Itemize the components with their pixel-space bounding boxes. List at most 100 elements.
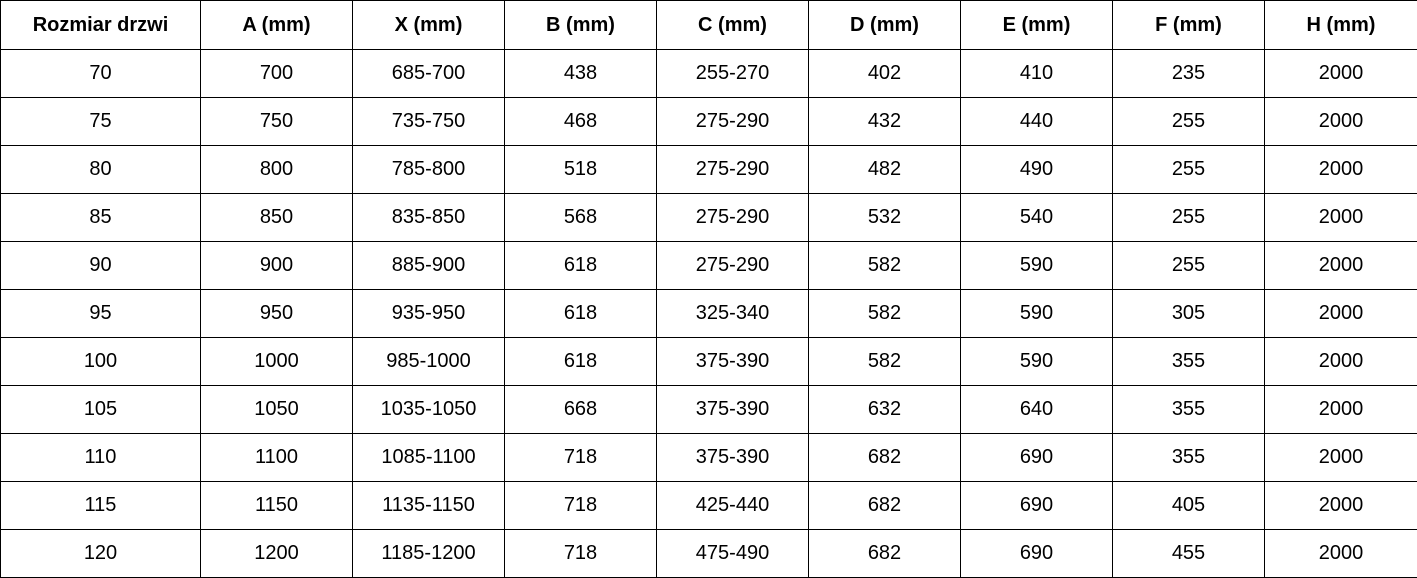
column-header: X (mm) <box>353 1 505 50</box>
table-cell: 1035-1050 <box>353 386 505 434</box>
table-cell: 632 <box>809 386 961 434</box>
table-cell: 950 <box>201 290 353 338</box>
table-cell: 618 <box>505 338 657 386</box>
table-cell: 590 <box>961 290 1113 338</box>
table-cell: 718 <box>505 434 657 482</box>
table-cell: 2000 <box>1265 338 1417 386</box>
table-cell: 440 <box>961 98 1113 146</box>
table-cell: 80 <box>1 146 201 194</box>
table-cell: 1100 <box>201 434 353 482</box>
table-cell: 375-390 <box>657 434 809 482</box>
table-cell: 1200 <box>201 530 353 578</box>
table-cell: 582 <box>809 338 961 386</box>
table-cell: 255 <box>1113 242 1265 290</box>
column-header: A (mm) <box>201 1 353 50</box>
column-header: H (mm) <box>1265 1 1417 50</box>
table-cell: 468 <box>505 98 657 146</box>
table-cell: 640 <box>961 386 1113 434</box>
table-cell: 2000 <box>1265 386 1417 434</box>
table-cell: 95 <box>1 290 201 338</box>
table-cell: 682 <box>809 434 961 482</box>
table-cell: 490 <box>961 146 1113 194</box>
table-cell: 682 <box>809 530 961 578</box>
table-cell: 275-290 <box>657 146 809 194</box>
table-cell: 685-700 <box>353 50 505 98</box>
table-cell: 482 <box>809 146 961 194</box>
table-cell: 690 <box>961 434 1113 482</box>
column-header: F (mm) <box>1113 1 1265 50</box>
table-cell: 1185-1200 <box>353 530 505 578</box>
table-cell: 438 <box>505 50 657 98</box>
table-cell: 850 <box>201 194 353 242</box>
table-cell: 275-290 <box>657 98 809 146</box>
column-header: E (mm) <box>961 1 1113 50</box>
table-cell: 425-440 <box>657 482 809 530</box>
table-cell: 1050 <box>201 386 353 434</box>
table-cell: 835-850 <box>353 194 505 242</box>
table-cell: 275-290 <box>657 194 809 242</box>
table-cell: 1000 <box>201 338 353 386</box>
table-cell: 690 <box>961 482 1113 530</box>
table-cell: 375-390 <box>657 386 809 434</box>
table-cell: 85 <box>1 194 201 242</box>
table-cell: 582 <box>809 290 961 338</box>
table-cell: 115 <box>1 482 201 530</box>
table-cell: 255-270 <box>657 50 809 98</box>
table-cell: 900 <box>201 242 353 290</box>
table-cell: 785-800 <box>353 146 505 194</box>
table-cell: 668 <box>505 386 657 434</box>
table-cell: 275-290 <box>657 242 809 290</box>
table-cell: 582 <box>809 242 961 290</box>
table-cell: 105 <box>1 386 201 434</box>
table-cell: 90 <box>1 242 201 290</box>
table-cell: 885-900 <box>353 242 505 290</box>
table-cell: 800 <box>201 146 353 194</box>
table-cell: 1135-1150 <box>353 482 505 530</box>
table-cell: 355 <box>1113 434 1265 482</box>
table-cell: 690 <box>961 530 1113 578</box>
table-cell: 2000 <box>1265 146 1417 194</box>
table-cell: 718 <box>505 482 657 530</box>
table-cell: 1085-1100 <box>353 434 505 482</box>
table-cell: 618 <box>505 242 657 290</box>
table-cell: 735-750 <box>353 98 505 146</box>
table-cell: 750 <box>201 98 353 146</box>
table-cell: 100 <box>1 338 201 386</box>
table-cell: 402 <box>809 50 961 98</box>
table-cell: 355 <box>1113 386 1265 434</box>
table-cell: 375-390 <box>657 338 809 386</box>
table-cell: 75 <box>1 98 201 146</box>
column-header: B (mm) <box>505 1 657 50</box>
table-cell: 718 <box>505 530 657 578</box>
table-cell: 2000 <box>1265 290 1417 338</box>
table-cell: 935-950 <box>353 290 505 338</box>
table-cell: 120 <box>1 530 201 578</box>
table-cell: 518 <box>505 146 657 194</box>
table-cell: 110 <box>1 434 201 482</box>
table-cell: 305 <box>1113 290 1265 338</box>
table-cell: 405 <box>1113 482 1265 530</box>
table-cell: 568 <box>505 194 657 242</box>
table-cell: 235 <box>1113 50 1265 98</box>
table-cell: 700 <box>201 50 353 98</box>
table-cell: 540 <box>961 194 1113 242</box>
table-cell: 2000 <box>1265 50 1417 98</box>
table-cell: 325-340 <box>657 290 809 338</box>
table-cell: 255 <box>1113 98 1265 146</box>
table-cell: 532 <box>809 194 961 242</box>
table-cell: 2000 <box>1265 530 1417 578</box>
table-cell: 618 <box>505 290 657 338</box>
table-cell: 682 <box>809 482 961 530</box>
table-cell: 255 <box>1113 194 1265 242</box>
table-cell: 410 <box>961 50 1113 98</box>
table-cell: 2000 <box>1265 194 1417 242</box>
